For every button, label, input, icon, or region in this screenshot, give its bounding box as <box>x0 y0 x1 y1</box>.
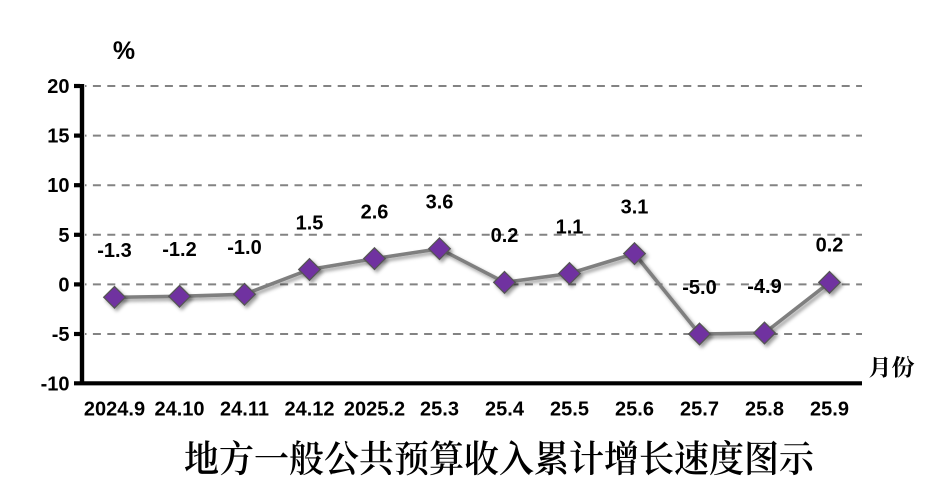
svg-text:%: % <box>113 37 135 65</box>
svg-text:-10: -10 <box>41 374 70 396</box>
svg-text:25.3: 25.3 <box>420 399 459 421</box>
svg-text:25.6: 25.6 <box>615 399 654 421</box>
svg-text:25.9: 25.9 <box>810 399 849 421</box>
svg-text:3.6: 3.6 <box>426 192 454 214</box>
svg-text:24.12: 24.12 <box>284 399 334 421</box>
svg-text:-1.3: -1.3 <box>97 240 131 262</box>
svg-text:25.8: 25.8 <box>745 399 784 421</box>
svg-text:24.11: 24.11 <box>220 399 269 421</box>
svg-text:1.1: 1.1 <box>556 216 584 238</box>
svg-text:20: 20 <box>47 76 69 98</box>
svg-text:-5: -5 <box>52 324 70 346</box>
svg-text:-1.0: -1.0 <box>227 237 261 259</box>
svg-text:24.10: 24.10 <box>154 399 204 421</box>
svg-text:25.4: 25.4 <box>485 399 525 421</box>
svg-text:2025.2: 2025.2 <box>344 399 405 421</box>
svg-text:0: 0 <box>58 274 69 296</box>
svg-text:-1.2: -1.2 <box>162 239 196 261</box>
svg-text:1.5: 1.5 <box>296 212 324 234</box>
svg-text:-4.9: -4.9 <box>747 276 781 298</box>
svg-text:0.2: 0.2 <box>491 225 519 247</box>
svg-text:2024.9: 2024.9 <box>84 399 145 421</box>
svg-text:3.1: 3.1 <box>621 196 649 218</box>
svg-text:0.2: 0.2 <box>816 234 844 256</box>
svg-text:25.7: 25.7 <box>680 399 719 421</box>
svg-text:15: 15 <box>47 126 69 148</box>
svg-text:10: 10 <box>47 175 69 197</box>
svg-text:5: 5 <box>58 225 69 247</box>
svg-text:2.6: 2.6 <box>361 201 389 223</box>
svg-text:-5.0: -5.0 <box>682 277 716 299</box>
svg-text:25.5: 25.5 <box>550 399 589 421</box>
